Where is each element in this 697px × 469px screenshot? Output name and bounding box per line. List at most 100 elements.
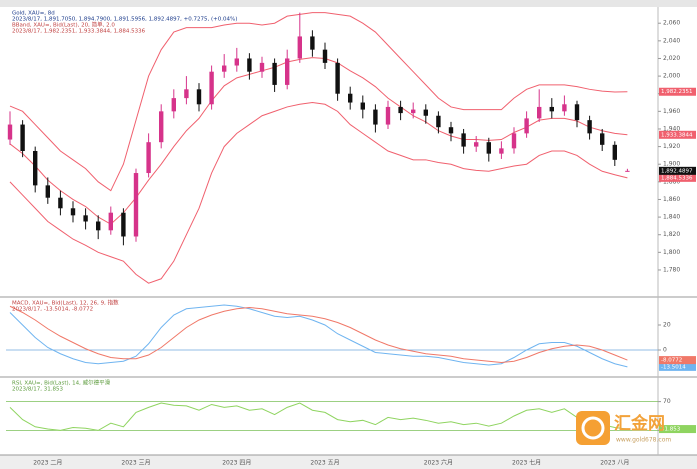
x-axis-bar [0, 455, 697, 469]
legend-line: 2023/8/17, 1,982.2351, 1,933.3844, 1,884… [12, 29, 146, 35]
series-line [9, 57, 628, 225]
candle-body [511, 133, 517, 149]
candle-body [272, 62, 277, 85]
candle-body [549, 106, 554, 112]
series-line [9, 102, 628, 284]
y-tick-label: 70 [663, 398, 671, 405]
candle-body [121, 212, 126, 237]
candle-body [322, 49, 328, 63]
watermark-icon-ring [581, 416, 605, 440]
candle-body [373, 109, 378, 125]
candle-body [159, 111, 164, 143]
series-line [9, 305, 628, 364]
last-value-label: -8.0772 [661, 358, 682, 364]
y-tick-label: 0 [663, 347, 667, 354]
y-tick-label: 1,960 [663, 108, 680, 115]
candle-body [20, 124, 25, 151]
last-price-label: 1,892.4897 [661, 168, 693, 174]
candle-body [562, 104, 567, 112]
watermark: 汇金网 www.gold678.com [576, 411, 671, 445]
last-value-label: -13.5014 [661, 364, 686, 370]
candle-body [461, 133, 466, 147]
series-line [9, 402, 628, 431]
candle-body [537, 106, 542, 119]
candle-body [184, 89, 189, 99]
legend-line: 2023/8/17, 1,891.7050, 1,894.7900, 1,891… [12, 17, 237, 23]
y-tick-label: 1,940 [663, 125, 680, 132]
candle-body [612, 144, 617, 160]
candle-body [524, 118, 529, 134]
candle-body [171, 98, 176, 112]
candle-body [234, 58, 239, 66]
y-tick-label: 1,820 [663, 231, 680, 238]
legend-line: BBand, XAU=, Bid(Last), 20, 简单, 2.0 [12, 21, 115, 29]
series-line [9, 304, 628, 368]
last-value-tag [659, 87, 696, 96]
candle-body [70, 208, 76, 216]
candle-body [360, 102, 365, 110]
candle-body [448, 127, 454, 134]
candle-body [486, 142, 491, 154]
y-tick-label: 1,780 [663, 266, 680, 273]
last-value-label: 1,982.2351 [661, 89, 693, 95]
candle-body [398, 106, 403, 114]
watermark-name: 汇金网 [614, 413, 665, 434]
candle-body [133, 173, 139, 237]
legend-line: Gold, XAU=, 8d [12, 11, 55, 17]
watermark-icon [576, 411, 610, 445]
candle-body [285, 58, 290, 85]
legend-line: 2023/8/17, 31.853 [12, 387, 63, 393]
top-bar [0, 0, 697, 7]
y-tick-label: 2,000 [663, 73, 680, 80]
legend-line: RSI, XAU=, Bid(Last), 14, 威尔德平滑 [12, 379, 111, 387]
last-value-tag [659, 173, 696, 182]
last-value-label: 31.853 [661, 427, 681, 433]
candle-body [146, 142, 151, 174]
last-price-tag [659, 166, 696, 175]
candle-body [222, 65, 227, 72]
last-value-label: 1,884.5336 [661, 175, 693, 181]
y-tick-label: 1,840 [663, 214, 680, 221]
y-tick-label: 20 [663, 322, 671, 329]
candle-body [436, 115, 441, 128]
candle-body [499, 148, 504, 154]
x-tick-label: 2023 七月 [512, 459, 541, 467]
candle-body [411, 109, 416, 114]
x-tick-label: 2023 六月 [424, 459, 453, 467]
y-tick-label: 1,900 [663, 161, 680, 168]
candle-body [58, 197, 63, 209]
watermark-url: www.gold678.com [616, 437, 671, 444]
last-value-tag [659, 362, 696, 371]
candle-body [587, 120, 592, 134]
legend-line: 2023/8/17, -13.5014, -8.0772 [12, 307, 93, 313]
candle-body [574, 104, 580, 121]
y-tick-label: 1,920 [663, 143, 680, 150]
candle-body [259, 62, 265, 72]
candle-body [83, 215, 88, 222]
x-tick-label: 2023 八月 [600, 460, 629, 467]
y-tick-label: 2,040 [663, 37, 680, 44]
last-value-tag [659, 130, 696, 139]
candle-body [96, 221, 101, 231]
x-tick-label: 2023 四月 [222, 460, 251, 467]
series-line [9, 12, 628, 192]
candle-body [385, 106, 391, 125]
candle-body [423, 109, 428, 116]
last-value-label: 1,933.3844 [661, 132, 693, 138]
candle-body [209, 71, 214, 105]
last-value-tag [659, 356, 696, 365]
y-tick-label: 1,800 [663, 249, 680, 256]
candle-body [474, 142, 479, 147]
candle-body [600, 133, 605, 145]
candle-body [297, 36, 302, 59]
x-tick-label: 2023 二月 [33, 460, 62, 467]
x-tick-label: 2023 五月 [310, 460, 339, 467]
last-value-tag [659, 425, 696, 434]
legend-line: MACD, XAU=, Bid(Last), 12, 26, 9, 指数 [12, 299, 119, 307]
candle-body [335, 62, 340, 94]
candle-body [196, 89, 202, 105]
x-tick-label: 2023 三月 [121, 460, 150, 467]
y-tick-label: 1,860 [663, 196, 680, 203]
candle-body [247, 58, 252, 72]
candle-body [7, 124, 13, 140]
